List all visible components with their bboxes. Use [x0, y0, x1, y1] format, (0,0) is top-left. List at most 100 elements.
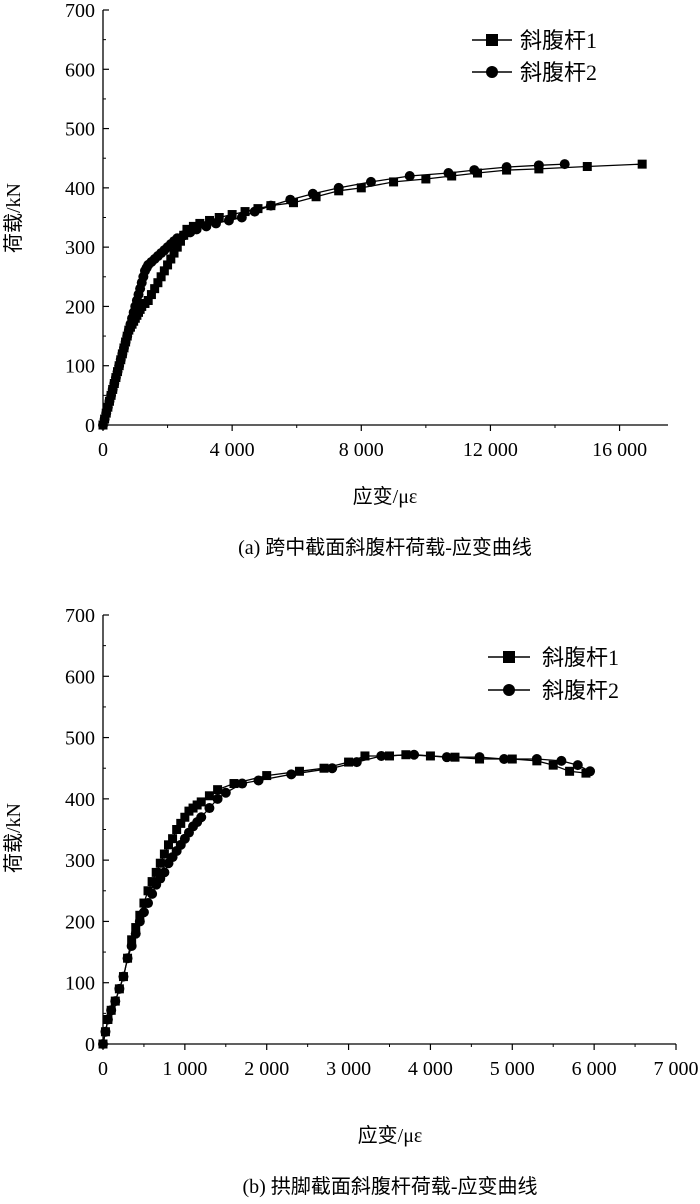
- chart-b-series-1-point: [155, 858, 165, 868]
- chart-b-series-2-point: [376, 750, 387, 761]
- chart-a-series-1-point: [169, 248, 179, 258]
- chart-b-series-2-point: [531, 754, 542, 765]
- chart-a-series-2-point: [443, 168, 454, 179]
- chart-a-x-tick-label: 12 000: [463, 439, 518, 461]
- chart-a-series-2-point: [365, 176, 376, 187]
- chart-b-y-tick-label: 400: [65, 789, 95, 811]
- chart-a-series-2-point: [307, 188, 318, 199]
- chart-b-series-2-point: [126, 940, 137, 951]
- chart-a-x-axis-label: 应变/με: [353, 485, 418, 508]
- chart-b-x-tick-label: 4 000: [408, 1058, 453, 1080]
- chart-b-series-2-point: [351, 757, 362, 768]
- chart-a-series-2-point: [469, 165, 480, 176]
- chart-b-series-1-point: [294, 766, 304, 776]
- chart-a-plot-group: 0 100 200 300 400 500 600 700 0 4 000 8 000 12 000 1…: [65, 0, 668, 461]
- chart-b-x-tick-label: 2 000: [244, 1058, 289, 1080]
- chart-b-series-1-point: [172, 825, 182, 834]
- chart-b-series-2-point: [130, 928, 141, 939]
- chart-b-series-1-point: [151, 867, 161, 877]
- chart-a-series-2-line: [102, 163, 565, 426]
- chart-b-y-axis-label: 荷载/kN: [2, 803, 25, 873]
- chart-b-legend-series-1: 斜腹杆1: [542, 645, 619, 670]
- chart-a-series-2-point: [501, 162, 512, 173]
- chart-a-series-1-point: [205, 215, 215, 225]
- chart-b-series-2-point: [499, 754, 510, 765]
- chart-b-series-1-point: [204, 791, 214, 801]
- chart-a-series-2-point: [559, 159, 570, 170]
- chart-a-series-1-point: [227, 210, 237, 220]
- chart-a-series-2-point: [404, 171, 415, 181]
- chart-b-series-1-point: [176, 818, 186, 828]
- chart-a-y-tick-label: 200: [65, 296, 95, 318]
- chart-b-series-1-point: [147, 877, 157, 887]
- chart-a-y-axis-label: 荷载/kN: [2, 183, 25, 253]
- chart-a-series-2-point: [191, 224, 202, 235]
- chart-a-series-1-point: [195, 218, 205, 228]
- chart-b-series-1-point: [360, 751, 370, 761]
- chart-b-series-2-point: [556, 755, 567, 766]
- chart-b-x-tick-label: 6 000: [572, 1058, 617, 1080]
- chart-a-series-1-point: [146, 290, 156, 300]
- chart-b-series-1-point: [262, 771, 272, 781]
- chart-b-series-2-point: [572, 760, 583, 771]
- chart-a-series-2-point: [533, 160, 544, 171]
- chart-b-x-tick-label: 7 000: [654, 1058, 699, 1080]
- chart-a-series-1-point: [214, 213, 224, 222]
- chart-a-series-1-point: [356, 183, 366, 193]
- chart-b-series-2-point: [220, 787, 231, 798]
- chart-a-series-1-point: [150, 284, 160, 294]
- chart-b-series-2-point: [585, 766, 596, 777]
- chart-a-series-2-point: [249, 206, 260, 217]
- chart-a-caption: (a) 跨中截面斜腹杆荷载-应变曲线: [238, 536, 532, 559]
- chart-a-series-1-point: [582, 162, 592, 172]
- chart-b-series-1-line: [102, 754, 587, 1045]
- chart-b-series-2-point: [327, 763, 338, 774]
- chart-b-x-tick-label: 3 000: [326, 1058, 371, 1080]
- chart-a-series-1-point: [163, 260, 173, 270]
- chart-b-series-1-point: [180, 812, 190, 822]
- chart-a-series-1-point: [240, 207, 250, 217]
- chart-b-series-2-point: [159, 867, 170, 878]
- chart-b-series-1-point: [319, 763, 329, 773]
- chart-a-x-tick-label: 8 000: [339, 439, 384, 461]
- chart-a-series-1-point: [143, 296, 153, 305]
- chart-a-y-tick-label: 500: [65, 119, 95, 141]
- chart-b-series-1-point: [143, 886, 153, 896]
- chart-b-series-2-point: [237, 778, 248, 789]
- chart-b-series-2-point: [134, 916, 145, 927]
- chart-a-series-2-point: [333, 182, 344, 193]
- chart-a-series-1-point: [637, 159, 647, 169]
- legend-circle-marker-icon: [486, 66, 498, 78]
- chart-b-series-1-point: [229, 779, 239, 789]
- chart-b-y-tick-label: 300: [65, 850, 95, 872]
- legend-circle-marker-icon: [503, 684, 515, 696]
- chart-b-series-2-point: [286, 769, 297, 780]
- chart-a-y-tick-label: 700: [65, 0, 95, 22]
- chart-b-y-tick-label: 700: [65, 605, 95, 627]
- chart-a-y-tick-label: 300: [65, 237, 95, 259]
- chart-b-series-2-point: [212, 793, 223, 804]
- chart-b-y-tick-label: 200: [65, 911, 95, 933]
- chart-b-plot-group: 0 100 200 300 400 500 600 700 0 1 000 2 000 3 000 4 …: [65, 605, 699, 1080]
- chart-a-legend: 斜腹杆1 斜腹杆2: [472, 28, 597, 85]
- chart-b-series-2-point: [118, 971, 129, 982]
- chart-a-legend-series-2: 斜腹杆2: [520, 60, 597, 85]
- chart-b-series-2-point: [98, 1039, 108, 1049]
- chart-b-series-2-point: [196, 812, 207, 823]
- chart-b-x-tick-label: 5 000: [490, 1058, 535, 1080]
- chart-a-series-1-line: [102, 163, 643, 426]
- chart-b-series-2-point: [147, 888, 158, 899]
- chart-a-legend-series-1: 斜腹杆1: [520, 28, 597, 53]
- chart-a-span-mid-diagonal: 0 100 200 300 400 500 600 700 0 4 000 8 000 12 000 1…: [2, 0, 668, 559]
- chart-b-series-2-point: [441, 752, 452, 763]
- chart-a-series-2-point: [211, 218, 221, 229]
- chart-a-series-1-point: [159, 266, 169, 276]
- chart-b-series-1-point: [127, 935, 137, 945]
- chart-a-series-2-point: [265, 200, 276, 211]
- chart-b-x-tick-label: 0: [98, 1058, 108, 1080]
- chart-b-series-2-line: [102, 754, 591, 1045]
- chart-b-y-tick-label: 500: [65, 728, 95, 750]
- chart-a-series-2-point: [201, 221, 212, 232]
- chart-b-series-2-point: [110, 996, 121, 1007]
- chart-b-series-2-point: [100, 1026, 111, 1037]
